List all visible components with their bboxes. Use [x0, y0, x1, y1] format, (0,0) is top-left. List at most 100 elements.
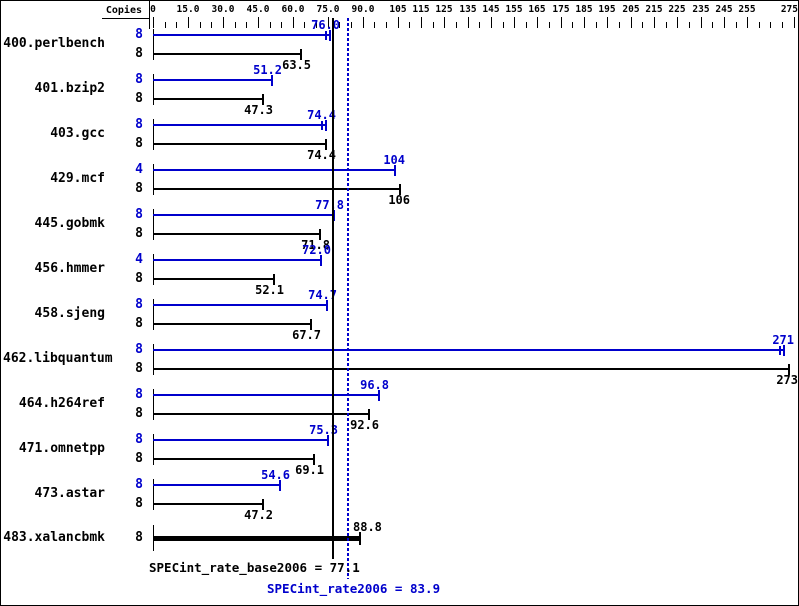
axis-tick-label: 225: [668, 4, 686, 15]
benchmark-label: 401.bzip2: [34, 81, 105, 96]
base-bar: [153, 536, 360, 541]
bar-start-tick: [153, 209, 154, 240]
copies-value: 8: [135, 387, 143, 402]
axis-tick: [223, 17, 224, 28]
copies-value: 8: [135, 361, 143, 376]
bar-end-cap: [279, 480, 281, 491]
bar-end-cap-inner: [321, 121, 323, 130]
bar-end-cap: [788, 364, 790, 375]
bar-start-tick: [153, 74, 154, 105]
base-value-label: 74.4: [307, 148, 336, 162]
axis-tick: [363, 17, 364, 28]
rate-value-label: 51.2: [253, 63, 282, 77]
axis-tick: [304, 22, 305, 28]
axis-tick: [503, 22, 504, 28]
axis-tick: [316, 22, 317, 28]
copies-value: 8: [135, 207, 143, 222]
rate-bar: [153, 169, 395, 171]
rate-bar: [153, 304, 327, 306]
base-bar: [153, 413, 369, 415]
benchmark-label: 462.libquantum: [3, 351, 113, 366]
axis-tick: [444, 17, 445, 28]
axis-tick-label: 215: [645, 4, 663, 15]
bar-start-tick: [153, 119, 154, 150]
axis-tick: [468, 17, 469, 28]
bar-end-cap-inner: [325, 31, 327, 40]
axis-tick: [736, 22, 737, 28]
bar-end-cap: [325, 139, 327, 150]
benchmark-label: 473.astar: [34, 486, 105, 501]
bar-start-tick: [153, 344, 154, 375]
rate-bar: [153, 484, 280, 486]
peak-mean-line: [347, 18, 349, 579]
base-bar: [153, 53, 301, 55]
bar-start-tick: [153, 299, 154, 330]
copies-value: 8: [135, 27, 143, 42]
rate-bar: [153, 214, 334, 216]
bar-start-tick: [153, 434, 154, 465]
copies-value: 8: [135, 496, 143, 511]
bar-end-cap: [313, 454, 315, 465]
base-bar: [153, 278, 274, 280]
copies-value: 8: [135, 451, 143, 466]
base-value-label: 67.7: [292, 328, 321, 342]
axis-tick: [293, 17, 294, 28]
axis-tick: [666, 22, 667, 28]
rate-value-label: 76.0: [311, 18, 340, 32]
base-value-label: 92.6: [350, 418, 379, 432]
axis-tick: [200, 22, 201, 28]
axis-tick: [211, 22, 212, 28]
bar-end-cap: [359, 532, 361, 545]
axis-tick: [421, 17, 422, 28]
axis-tick-label: 185: [575, 4, 593, 15]
rate-value-label: 104: [383, 153, 405, 167]
axis-tick: [607, 17, 608, 28]
copies-value: 8: [135, 117, 143, 132]
rate-value-label: 72.0: [302, 243, 331, 257]
base-bar: [153, 503, 263, 505]
axis-tick: [596, 22, 597, 28]
base-value-label: 47.3: [244, 103, 273, 117]
axis-tick: [281, 22, 282, 28]
axis-tick-label: 165: [528, 4, 546, 15]
axis-tick-label: 75.0: [316, 4, 340, 15]
base-value-label: 47.2: [244, 508, 273, 522]
bar-end-cap: [368, 409, 370, 420]
copies-value: 8: [135, 297, 143, 312]
copies-axis-divider: [149, 1, 150, 29]
axis-tick-label: 30.0: [211, 4, 235, 15]
bar-start-tick: [153, 29, 154, 60]
benchmark-label: 429.mcf: [50, 171, 105, 186]
base-bar: [153, 188, 400, 190]
bar-end-cap: [378, 390, 380, 401]
copies-value: 8: [135, 316, 143, 331]
rate-value-label: 77.8: [315, 198, 344, 212]
benchmark-label: 403.gcc: [50, 126, 105, 141]
base-bar: [153, 323, 311, 325]
rate-value-label: 74.7: [308, 288, 337, 302]
axis-tick: [165, 22, 166, 28]
base-value-label: 69.1: [295, 463, 324, 477]
rate-value-label: 75.3: [309, 423, 338, 437]
copies-value: 8: [135, 91, 143, 106]
bar-end-cap-inner: [779, 346, 781, 355]
copies-value: 4: [135, 162, 143, 177]
copies-value: 8: [135, 181, 143, 196]
bar-end-cap: [325, 120, 327, 131]
copies-value: 4: [135, 252, 143, 267]
benchmark-label: 458.sjeng: [34, 306, 105, 321]
copies-value: 8: [135, 406, 143, 421]
axis-tick-label: 135: [459, 4, 477, 15]
axis-tick-label: 60.0: [281, 4, 305, 15]
axis-tick: [491, 17, 492, 28]
axis-tick: [770, 22, 771, 28]
base-value-label: 273: [776, 373, 798, 387]
axis-tick: [246, 22, 247, 28]
axis-tick: [712, 22, 713, 28]
axis-tick: [537, 17, 538, 28]
axis-tick: [747, 17, 748, 28]
rate-bar: [153, 124, 326, 126]
axis-tick-label: 255: [738, 4, 756, 15]
axis-tick: [270, 22, 271, 28]
bar-end-cap: [329, 30, 331, 41]
